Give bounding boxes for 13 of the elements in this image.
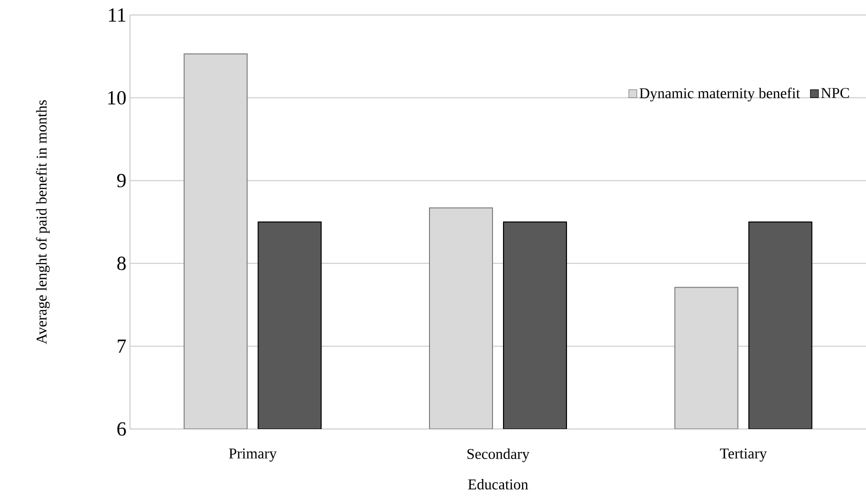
legend-label: NPC [821, 88, 849, 98]
y-tick-label: 10 [108, 91, 126, 105]
y-tick-label: 11 [109, 8, 126, 22]
y-tick-label: 9 [117, 174, 126, 188]
y-tick-label: 7 [118, 340, 126, 353]
x-tick-label: Tertiary [720, 448, 767, 462]
y-tick-label: 8 [117, 256, 126, 270]
legend-label: Dynamic maternity benefit [640, 88, 800, 102]
y-axis-title: Average lenght of paid benefit in months [36, 100, 50, 344]
y-tick-label: 6 [117, 422, 126, 436]
x-axis-title: Education [468, 478, 528, 490]
x-tick-label: Secondary [467, 448, 530, 462]
x-tick-label: Primary [229, 448, 277, 462]
